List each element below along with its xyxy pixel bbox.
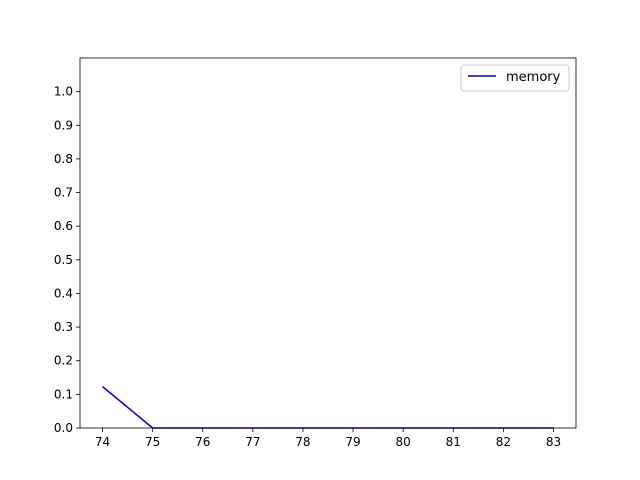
x-tick-label: 82 — [496, 435, 511, 449]
x-tick-label: 83 — [546, 435, 561, 449]
y-tick-label: 0.6 — [54, 219, 73, 233]
y-tick-label: 0.1 — [54, 387, 73, 401]
x-axis: 74 75 76 77 78 79 80 81 82 83 — [95, 428, 561, 449]
x-tick-label: 80 — [396, 435, 411, 449]
x-tick-label: 81 — [446, 435, 461, 449]
y-tick-label: 0.2 — [54, 354, 73, 368]
plot-frame — [79, 57, 577, 429]
y-tick-label: 0.8 — [54, 152, 73, 166]
y-tick-label: 0.5 — [54, 253, 73, 267]
y-tick-label: 0.9 — [54, 118, 73, 132]
y-tick-label: 1.0 — [54, 85, 73, 99]
y-tick-label: 0.0 — [54, 421, 73, 435]
y-tick-label: 0.4 — [54, 286, 73, 300]
legend: memory — [460, 64, 570, 92]
x-tick-label: 79 — [345, 435, 360, 449]
x-tick-label: 74 — [95, 435, 110, 449]
y-tick-label: 0.3 — [54, 320, 73, 334]
plot-area — [80, 58, 576, 428]
x-tick-label: 78 — [295, 435, 310, 449]
y-tick-label: 0.7 — [54, 186, 73, 200]
legend-box — [460, 64, 570, 92]
legend-label-memory: memory — [506, 70, 561, 85]
x-tick-label: 77 — [245, 435, 260, 449]
y-axis: 0.0 0.1 0.2 0.3 0.4 0.5 0.6 0.7 0.8 0.9 1.0 — [54, 85, 80, 435]
x-tick-label: 76 — [195, 435, 210, 449]
x-tick-label: 75 — [145, 435, 160, 449]
